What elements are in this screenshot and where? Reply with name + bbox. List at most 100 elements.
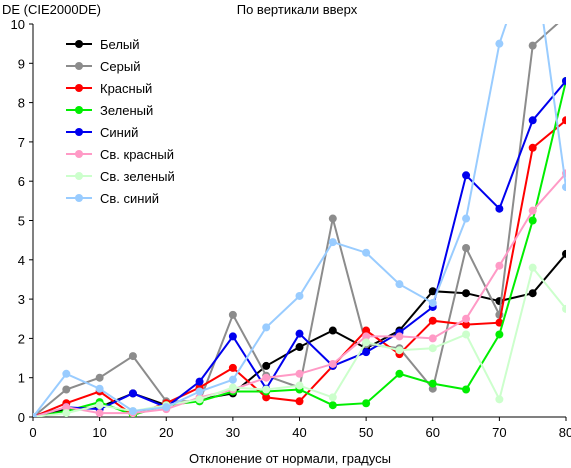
y-tick-label: 10 — [11, 17, 25, 32]
data-point — [462, 330, 471, 339]
legend-label: Синий — [100, 125, 138, 140]
data-point — [295, 343, 304, 352]
data-point — [562, 249, 566, 258]
data-point — [362, 332, 371, 341]
series-6 — [33, 169, 566, 417]
data-point — [395, 332, 404, 341]
legend-label: Св. зеленый — [100, 169, 175, 184]
data-point — [528, 216, 537, 225]
data-point — [62, 385, 71, 394]
data-point — [528, 41, 537, 50]
data-point — [33, 413, 37, 417]
y-axis-label: DE (CIE2000DE) — [2, 2, 101, 17]
data-point — [528, 289, 537, 298]
data-point — [495, 39, 504, 48]
data-point — [362, 399, 371, 408]
legend-item: Белый — [66, 37, 140, 52]
data-point — [562, 183, 566, 192]
data-point — [462, 289, 471, 298]
x-tick-label: 30 — [226, 425, 240, 440]
chart-title: По вертикали вверх — [237, 2, 358, 17]
data-point — [462, 171, 471, 180]
data-point — [195, 395, 204, 404]
data-point — [262, 393, 271, 402]
data-point — [295, 329, 304, 338]
data-point — [462, 214, 471, 223]
data-point — [95, 409, 104, 417]
data-point — [562, 76, 566, 85]
data-point — [328, 393, 337, 402]
data-point — [462, 385, 471, 394]
x-tick-label: 10 — [92, 425, 106, 440]
x-axis-label: Отклонение от нормали, градусы — [189, 451, 391, 466]
data-point — [395, 369, 404, 378]
data-point — [428, 334, 437, 343]
data-point — [528, 116, 537, 125]
data-point — [228, 363, 237, 372]
data-point — [295, 291, 304, 300]
x-tick-label: 70 — [492, 425, 506, 440]
legend-marker — [75, 84, 83, 92]
x-tick-label: 0 — [29, 425, 36, 440]
data-point — [462, 244, 471, 253]
data-point — [495, 204, 504, 213]
data-point — [462, 320, 471, 329]
data-point — [495, 261, 504, 270]
legend-label: Красный — [100, 81, 152, 96]
data-point — [262, 385, 271, 394]
legend-label: Св. красный — [100, 147, 174, 162]
data-point — [62, 403, 71, 412]
y-tick-label: 1 — [18, 371, 25, 386]
data-point — [262, 323, 271, 332]
y-tick-label: 5 — [18, 214, 25, 229]
legend-item: Св. синий — [66, 191, 159, 206]
legend-item: Св. зеленый — [66, 169, 175, 184]
data-point — [128, 352, 137, 361]
legend-label: Св. синий — [100, 191, 159, 206]
data-point — [328, 326, 337, 335]
legend-item: Зеленый — [66, 103, 153, 118]
data-point — [295, 369, 304, 378]
data-point — [428, 316, 437, 325]
legend-item: Синий — [66, 125, 138, 140]
y-tick-label: 2 — [18, 331, 25, 346]
legend-item: Св. красный — [66, 147, 174, 162]
data-point — [395, 346, 404, 355]
y-tick-label: 8 — [18, 96, 25, 111]
series-8 — [33, 24, 566, 417]
data-point — [195, 387, 204, 396]
data-point — [328, 401, 337, 410]
data-point — [195, 377, 204, 386]
x-tick-label: 50 — [359, 425, 373, 440]
data-point — [62, 409, 71, 417]
data-point — [528, 143, 537, 152]
legend-marker — [75, 106, 83, 114]
data-point — [228, 383, 237, 392]
data-point — [395, 280, 404, 289]
legend-marker — [75, 62, 83, 70]
legend: Белый Серый Красный Зеленый Синий Св. красный… — [66, 37, 175, 206]
x-tick-label: 40 — [292, 425, 306, 440]
data-point — [362, 326, 371, 335]
y-tick-label: 4 — [18, 253, 25, 268]
axes: 0 1 2 3 4 5 6 7 8 9 10 0 10 20 30 40 50 60 70 80 — [11, 17, 571, 440]
x-tick-label: 80 — [559, 425, 571, 440]
data-point — [228, 375, 237, 384]
data-point — [495, 395, 504, 404]
data-point — [562, 116, 566, 125]
legend-marker — [75, 128, 83, 136]
data-point — [295, 381, 304, 390]
legend-label: Зеленый — [100, 103, 153, 118]
legend-item: Серый — [66, 59, 140, 74]
y-tick-label: 9 — [18, 56, 25, 71]
legend-marker — [75, 150, 83, 158]
data-point — [95, 401, 104, 410]
y-tick-label: 3 — [18, 292, 25, 307]
data-point — [295, 397, 304, 406]
data-point — [428, 344, 437, 353]
data-point — [528, 206, 537, 215]
legend-item: Красный — [66, 81, 152, 96]
data-point — [95, 384, 104, 393]
